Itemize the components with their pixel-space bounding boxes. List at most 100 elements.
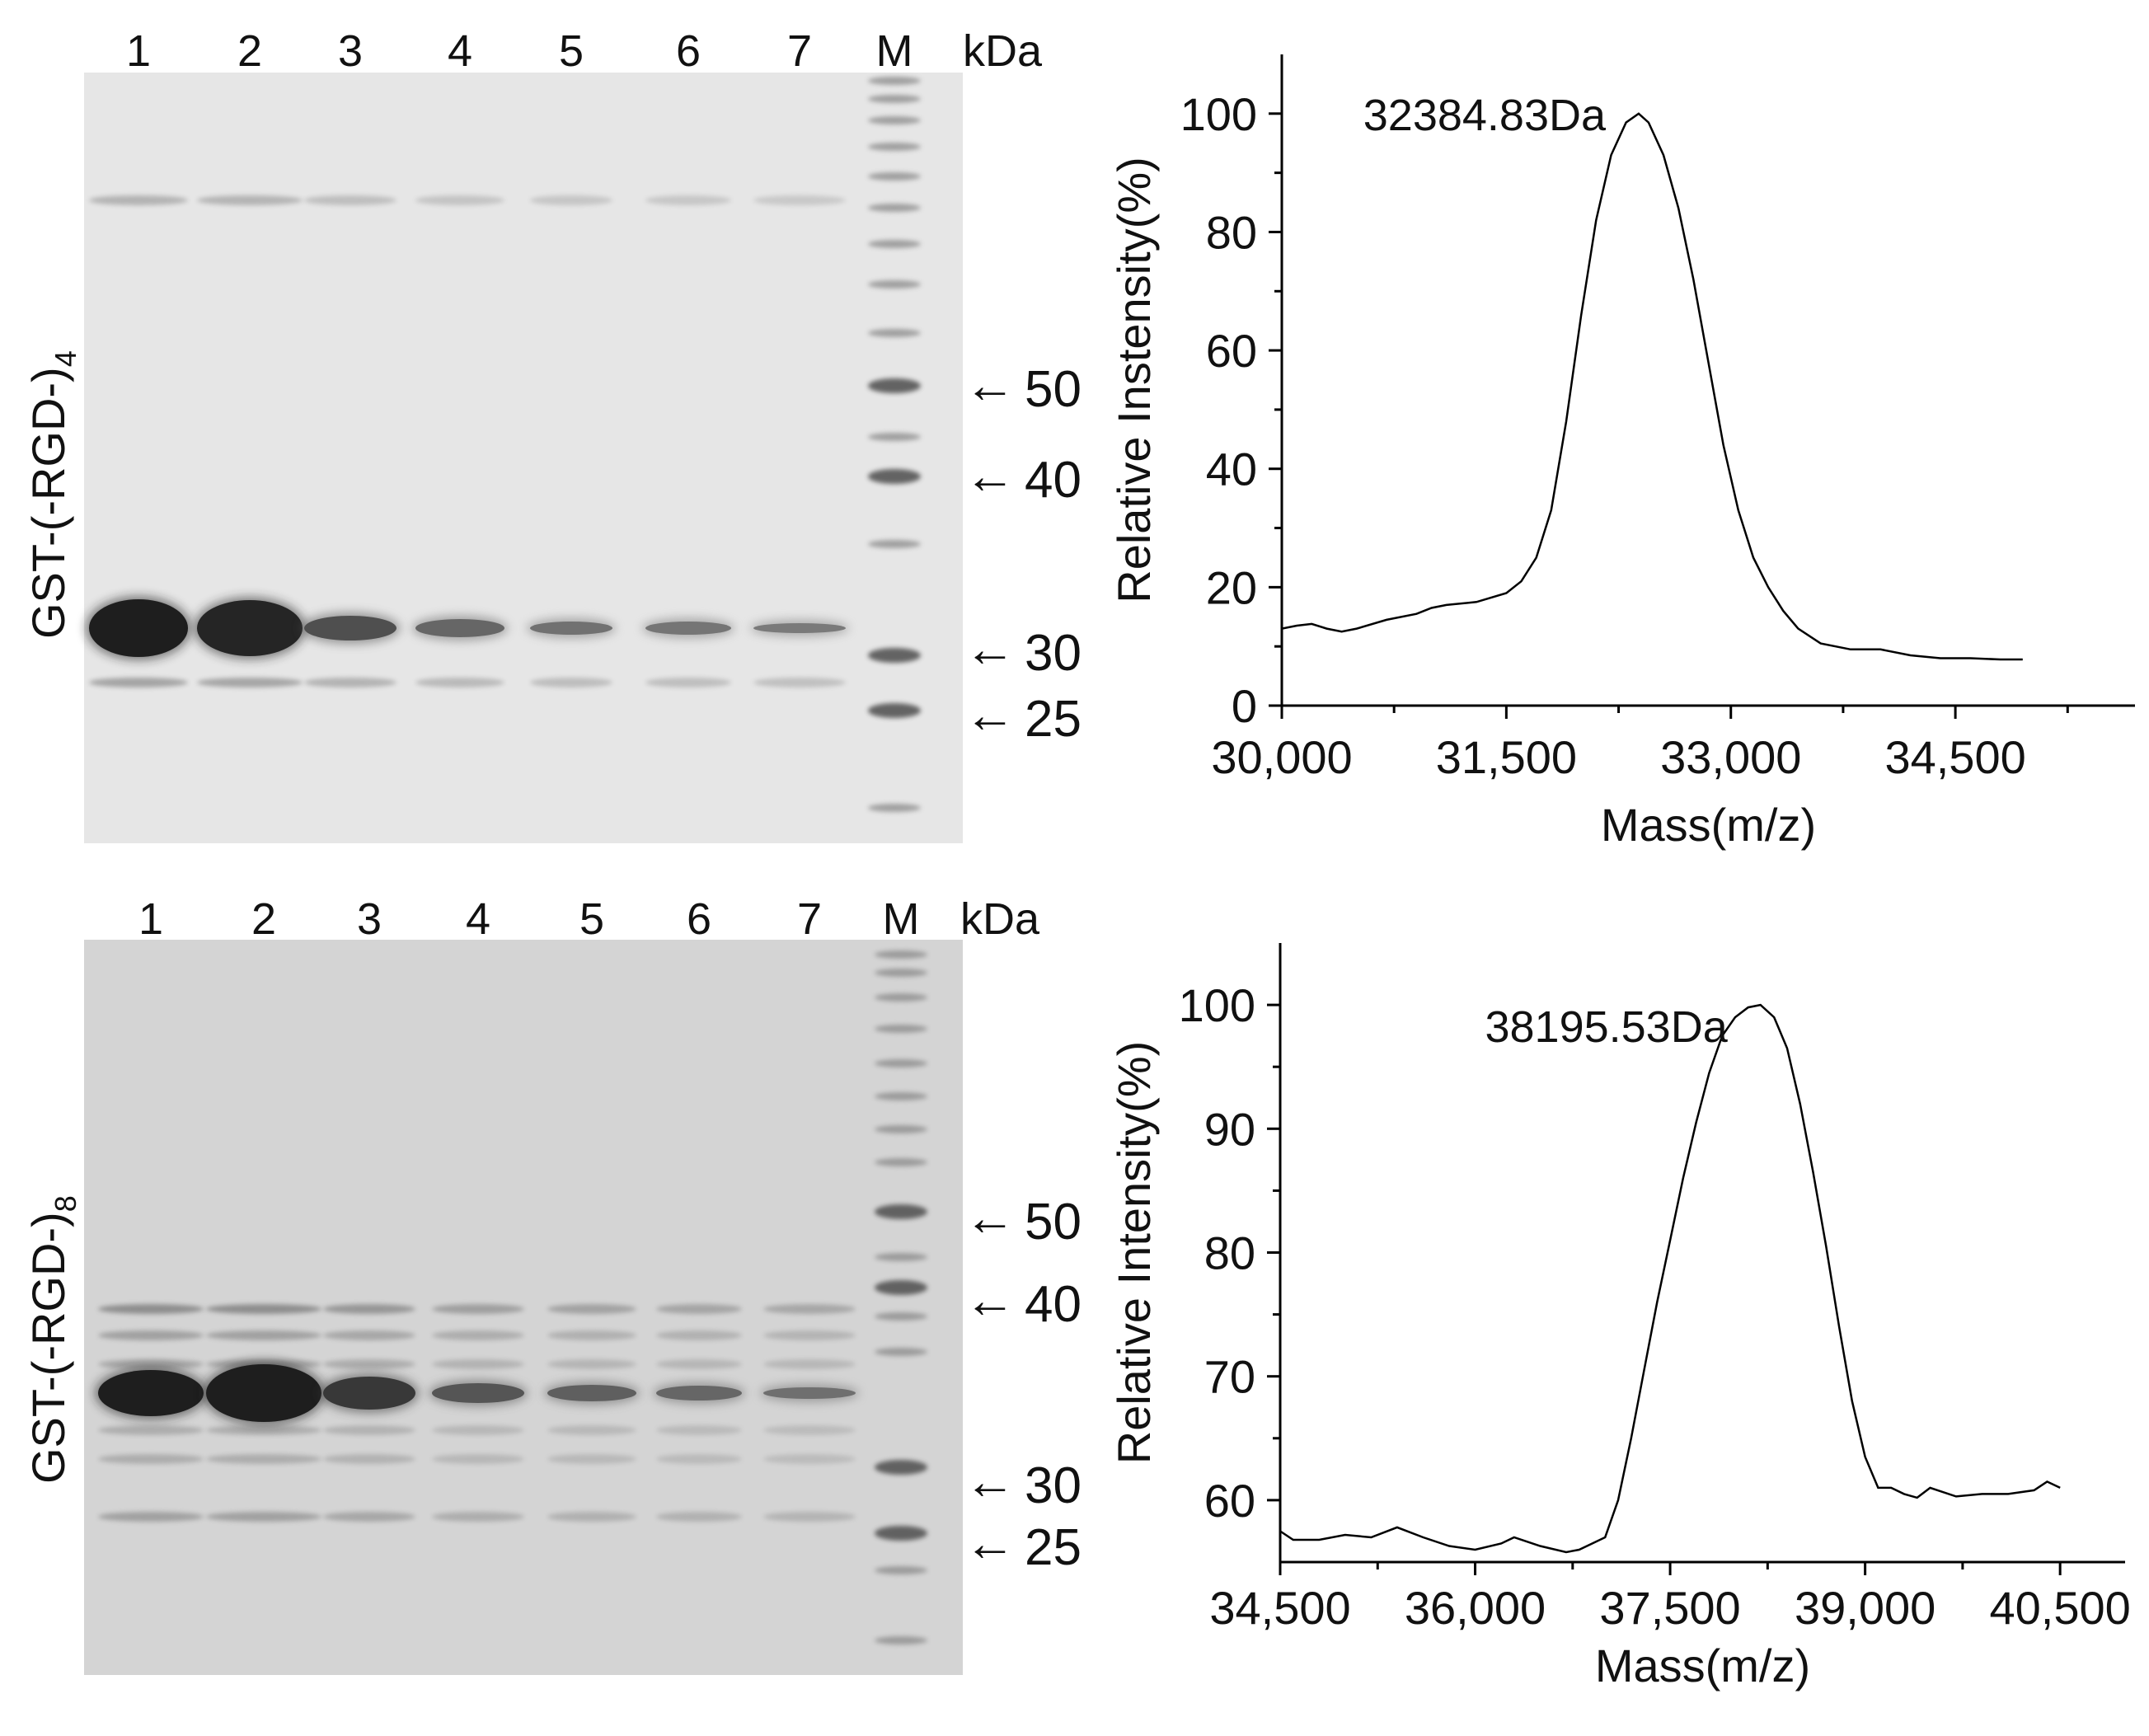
gel-faint-band (323, 1454, 415, 1464)
gel-ladder-band (875, 993, 927, 1002)
gel-target-band (304, 616, 396, 640)
gel-faint-band (98, 1359, 204, 1369)
chart-2-tick-labels: 34,500 36,000 37,500 39,000 40,500 60 70 80 90 10… (1179, 979, 2131, 1634)
gel-faint-band (763, 1359, 856, 1369)
gel-2-lane-label: 3 (357, 894, 382, 944)
gel-ladder-band (868, 77, 921, 85)
gel-faint-band (763, 1330, 856, 1340)
x-tick-label: 34,500 (1884, 731, 2025, 783)
y-tick-label: 100 (1179, 979, 1255, 1031)
gel-ladder-band (868, 433, 921, 441)
gel-faint-band (656, 1454, 742, 1464)
x-tick-label: 31,500 (1436, 731, 1577, 783)
gel-faint-band (530, 678, 612, 687)
gel-target-band (432, 1383, 524, 1403)
gel-faint-band (197, 678, 303, 687)
gel-ladder-band (875, 1312, 927, 1321)
gel-ladder-band (875, 1125, 927, 1133)
gel-2-target-bands (95, 1361, 859, 1425)
gel-faint-band (432, 1454, 524, 1464)
gel-target-band (656, 1386, 742, 1401)
gel-ladder-band (868, 703, 921, 718)
gel-2-marker-ladder (875, 950, 927, 1645)
gel-1-lane-label: 1 (126, 26, 151, 76)
gel-faint-band (753, 678, 846, 687)
gel-1-lane-label: M (876, 26, 913, 76)
chart-1-ticks (1269, 112, 2069, 719)
gel-faint-band (547, 1304, 636, 1314)
chart-1-x-axis-label: Mass(m/z) (1601, 799, 1816, 851)
gel-faint-band (197, 195, 303, 205)
gel-2-lane-label: 6 (687, 894, 711, 944)
gel-2-lane-label: 7 (797, 894, 822, 944)
y-tick-label: 90 (1204, 1103, 1255, 1155)
gel-ladder-band (875, 1253, 927, 1261)
chart-2-ticks (1267, 1003, 2062, 1575)
chart-1-series-line (1281, 112, 2023, 661)
gel-faint-band (89, 678, 188, 687)
gel-ladder-band (868, 540, 921, 548)
y-tick-label: 60 (1204, 1475, 1255, 1527)
gel-ladder-band (875, 1526, 927, 1541)
gel-ladder-band (868, 378, 921, 393)
gel-ladder-band (875, 950, 927, 959)
gel-faint-band (98, 1454, 204, 1464)
gel-ladder-band (875, 1059, 927, 1067)
gel-ladder-band (868, 204, 921, 212)
gel-target-band (415, 619, 504, 637)
gel-2-lane-labels: 1 2 3 4 5 6 7 M (138, 894, 920, 944)
gel-faint-band (206, 1330, 321, 1340)
gel-faint-band (645, 678, 731, 687)
gel-faint-band (547, 1359, 636, 1369)
gel-1-faint-bands (89, 195, 846, 687)
mass-spectrum-chart-1: 30,000 31,500 33,000 34,500 0 20 40 60 80 100 323… (1108, 54, 2135, 851)
gel-2-side-label-sub: 8 (49, 1195, 82, 1212)
gel-faint-band (206, 1454, 321, 1464)
chart-2-series-line (1279, 1003, 2061, 1554)
gel-2-lane-label: 5 (579, 894, 604, 944)
gel-1-marker-arrow: ← (964, 357, 1016, 414)
gel-target-band (763, 1387, 856, 1399)
gel-1-lane-label: 6 (676, 26, 701, 76)
gel-1-lane-label: 2 (237, 26, 262, 76)
x-tick-label: 40,500 (1990, 1582, 2131, 1634)
gel-2-marker-label: 30 (1025, 1457, 1082, 1514)
gel-1-side-label-main: GST-(-RGD-) (22, 367, 74, 639)
gel-2-marker-label: 50 (1025, 1194, 1082, 1250)
gel-faint-band (98, 1304, 204, 1314)
y-tick-label: 20 (1206, 561, 1257, 613)
gel-faint-band (304, 195, 396, 205)
gel-faint-band (763, 1425, 856, 1435)
gel-ladder-band (875, 1092, 927, 1100)
chart-2-x-axis-label: Mass(m/z) (1595, 1640, 1810, 1691)
gel-faint-band (763, 1512, 856, 1522)
gel-target-band (197, 600, 303, 656)
gel-faint-band (656, 1304, 742, 1314)
gel-faint-band (323, 1304, 415, 1314)
gel-1-side-label: GST-(-RGD-)4 (22, 350, 82, 639)
x-tick-label: 37,500 (1599, 1582, 1740, 1634)
gel-1-marker-label: 40 (1025, 452, 1082, 509)
gel-target-band (206, 1364, 321, 1422)
gel-faint-band (656, 1330, 742, 1340)
gel-1-marker-arrows: ← 50 ← 40 ← 30 ← 25 (964, 357, 1082, 748)
gel-2-marker-arrow: ← (964, 1515, 1016, 1572)
gel-2-lane-label: M (883, 894, 920, 944)
gel-faint-band (656, 1425, 742, 1435)
gel-2-marker-label: 25 (1025, 1519, 1082, 1576)
gel-faint-band (98, 1425, 204, 1435)
chart-1-tick-labels: 30,000 31,500 33,000 34,500 0 20 40 60 80 100 (1180, 88, 2026, 783)
gel-1-unit-label: kDa (963, 26, 1043, 76)
gel-2-marker-arrow: ← (964, 1189, 1016, 1246)
gel-faint-band (206, 1512, 321, 1522)
gel-target-band (89, 599, 188, 657)
gel-faint-band (547, 1330, 636, 1340)
gel-faint-band (656, 1359, 742, 1369)
gel-faint-band (323, 1330, 415, 1340)
gel-faint-band (206, 1304, 321, 1314)
gel-faint-band (547, 1512, 636, 1522)
gel-faint-band (323, 1359, 415, 1369)
gel-faint-band (432, 1359, 524, 1369)
y-tick-label: 70 (1204, 1351, 1255, 1403)
gel-target-band (753, 623, 846, 633)
